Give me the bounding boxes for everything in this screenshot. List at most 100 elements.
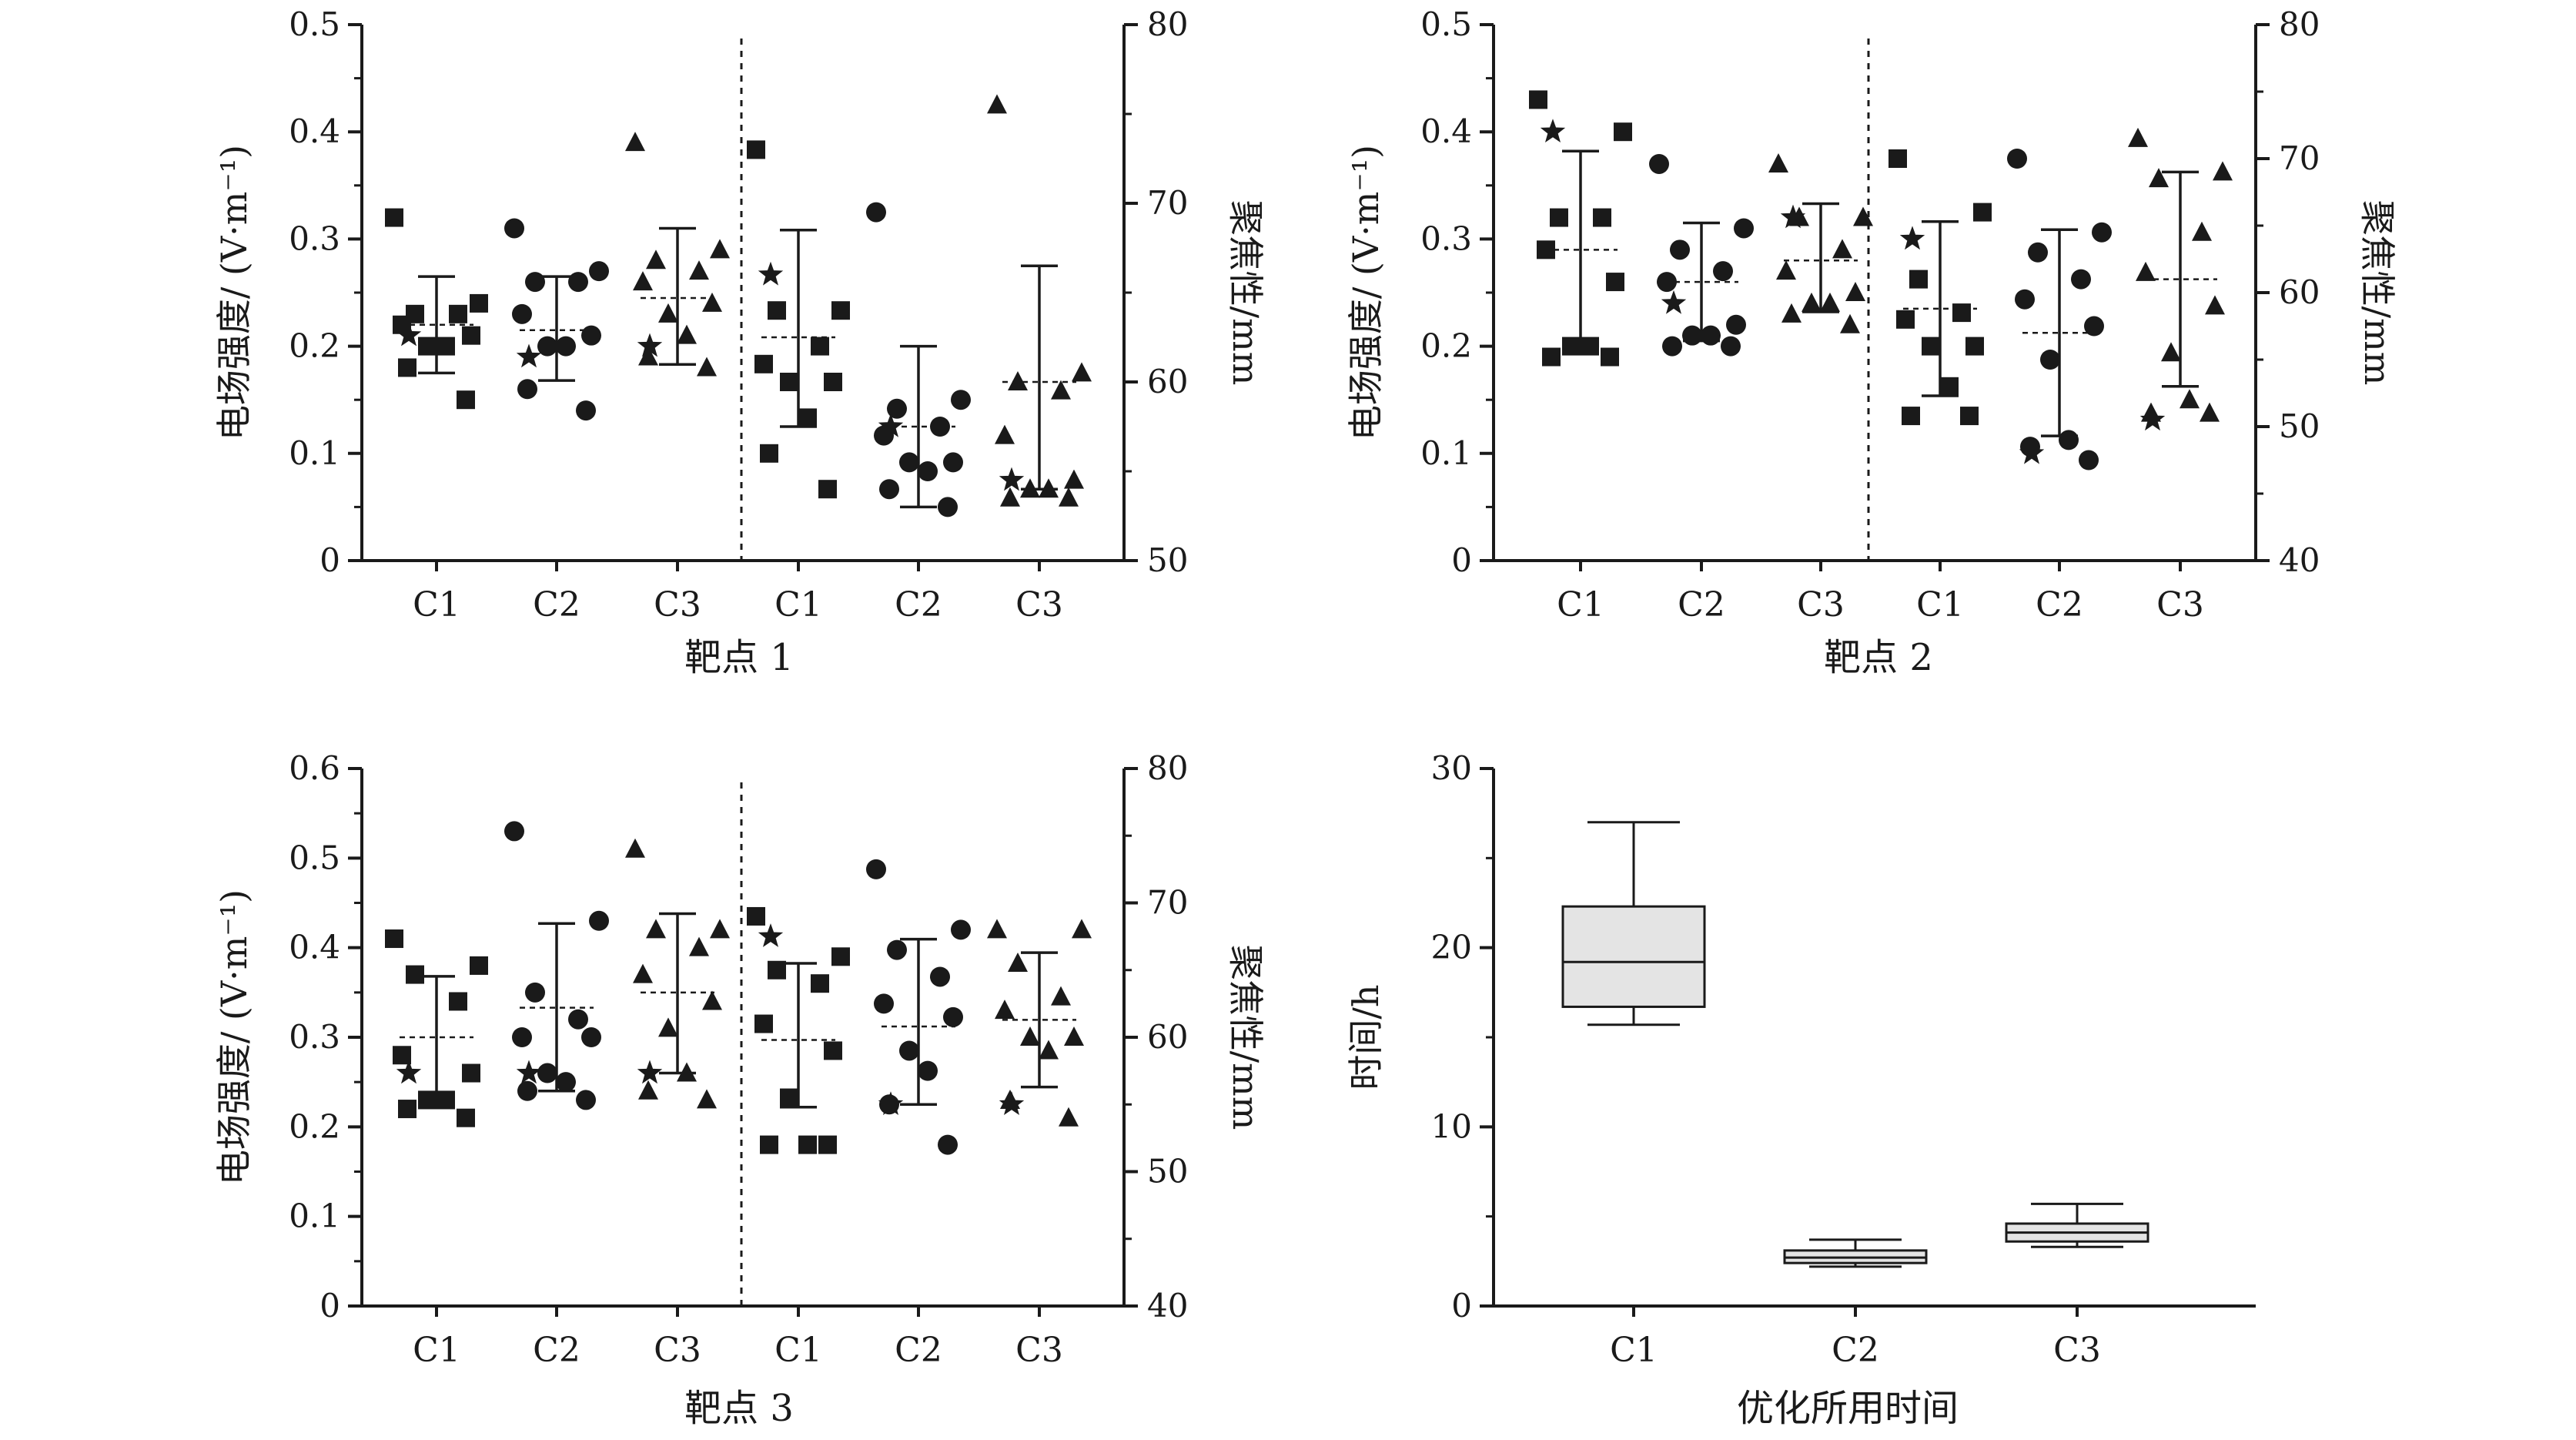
data-point — [568, 272, 588, 293]
data-point — [1537, 240, 1555, 260]
left-tick-label: 0 — [319, 541, 340, 579]
data-point — [754, 1014, 773, 1033]
data-point — [1008, 371, 1028, 390]
data-point — [2059, 430, 2079, 450]
data-point — [1039, 478, 1059, 498]
data-point — [457, 390, 475, 410]
right-tick-label: 50 — [1147, 541, 1188, 579]
data-point — [457, 1108, 475, 1127]
y-tick-label: 10 — [1431, 1107, 1472, 1145]
data-point — [1550, 208, 1568, 227]
star-point — [999, 467, 1025, 491]
data-point — [995, 1000, 1015, 1020]
data-point — [1020, 1026, 1040, 1046]
data-point — [930, 417, 950, 437]
data-point — [760, 1135, 778, 1154]
data-point — [2213, 161, 2233, 181]
data-point — [1606, 273, 1624, 292]
data-point — [1940, 377, 1959, 396]
x-tick-label: C3 — [1797, 585, 1845, 625]
data-point — [710, 239, 730, 259]
data-point — [887, 939, 907, 960]
panel-x-label: 靶点 3 — [684, 1387, 794, 1430]
data-point — [866, 859, 886, 879]
data-point — [697, 1089, 717, 1109]
x-tick-label: C3 — [2156, 585, 2204, 625]
data-point — [2200, 402, 2220, 422]
data-point — [556, 1072, 576, 1093]
left-tick-label: 0.2 — [289, 1107, 340, 1145]
data-point — [874, 993, 894, 1014]
data-point — [930, 966, 950, 987]
left-tick-label: 0.1 — [289, 434, 340, 472]
panel-optimization-time: 0 10 20 30 C1 C2 C3 时间/h 优化所用时间 — [1345, 749, 2256, 1430]
data-point — [517, 379, 537, 400]
data-point — [1670, 239, 1690, 260]
data-point — [512, 1027, 532, 1047]
x-tick-label: C2 — [2036, 585, 2083, 625]
data-point — [780, 1088, 798, 1107]
data-point — [1853, 206, 1873, 226]
data-point — [1529, 90, 1547, 109]
data-point — [1039, 1040, 1059, 1060]
data-point — [1059, 487, 1079, 507]
data-point — [702, 990, 722, 1010]
data-group-c3 — [987, 919, 1092, 1127]
data-point — [398, 358, 417, 377]
data-point — [1614, 122, 1632, 142]
data-group-c2 — [504, 218, 609, 421]
data-point — [951, 390, 971, 410]
data-point — [462, 326, 480, 345]
data-point — [1889, 149, 1907, 168]
data-point — [824, 1041, 842, 1060]
data-point — [831, 947, 850, 966]
x-tick-label: C3 — [1015, 585, 1063, 625]
star-point — [878, 1091, 904, 1115]
data-point — [638, 346, 658, 366]
data-group-c1 — [1529, 90, 1632, 367]
data-point — [887, 398, 907, 419]
data-point — [449, 992, 467, 1011]
box-c3 — [2005, 1202, 2149, 1248]
data-group-c3 — [625, 132, 730, 377]
data-point — [747, 906, 765, 926]
data-point — [625, 838, 645, 858]
data-point — [1832, 239, 1852, 259]
star-point — [637, 1060, 663, 1084]
left-tick-label: 0.5 — [1420, 5, 1472, 43]
right-axis-title: 聚焦性/mm — [2357, 200, 2398, 386]
x-tick-label: C1 — [1610, 1331, 1658, 1370]
x-tick-label: C3 — [654, 1331, 701, 1370]
data-point — [1542, 347, 1561, 367]
x-tick-label: C1 — [774, 1331, 822, 1370]
data-point — [658, 303, 678, 323]
box-body — [1561, 905, 1706, 1008]
data-point — [633, 963, 653, 983]
data-point — [780, 373, 798, 391]
box-c2 — [1783, 1238, 1928, 1268]
data-point — [1657, 272, 1677, 293]
data-point — [576, 1090, 596, 1110]
data-point — [824, 373, 842, 391]
data-point — [418, 337, 437, 356]
data-point — [866, 202, 886, 223]
data-point — [2084, 316, 2104, 337]
data-group-c1 — [747, 906, 850, 1154]
data-point — [1973, 203, 1992, 222]
data-point — [646, 249, 666, 270]
panel-x-label: 靶点 1 — [684, 636, 794, 679]
data-point — [556, 336, 576, 357]
data-point — [568, 1009, 588, 1030]
right-tick-label: 60 — [1147, 363, 1188, 400]
right-axis-title: 聚焦性/mm — [1225, 945, 1266, 1130]
data-point — [987, 919, 1007, 939]
data-point — [1064, 469, 1084, 489]
data-point — [525, 982, 545, 1003]
data-point — [1896, 310, 1915, 329]
data-group-c2 — [1649, 153, 1754, 357]
left-axis-title: 电场强度/ (V·m⁻¹) — [213, 889, 255, 1185]
right-tick-label: 80 — [1147, 5, 1188, 43]
right-tick-label: 50 — [1147, 1153, 1188, 1191]
data-group-c3 — [1768, 152, 1873, 333]
data-point — [938, 1134, 958, 1155]
